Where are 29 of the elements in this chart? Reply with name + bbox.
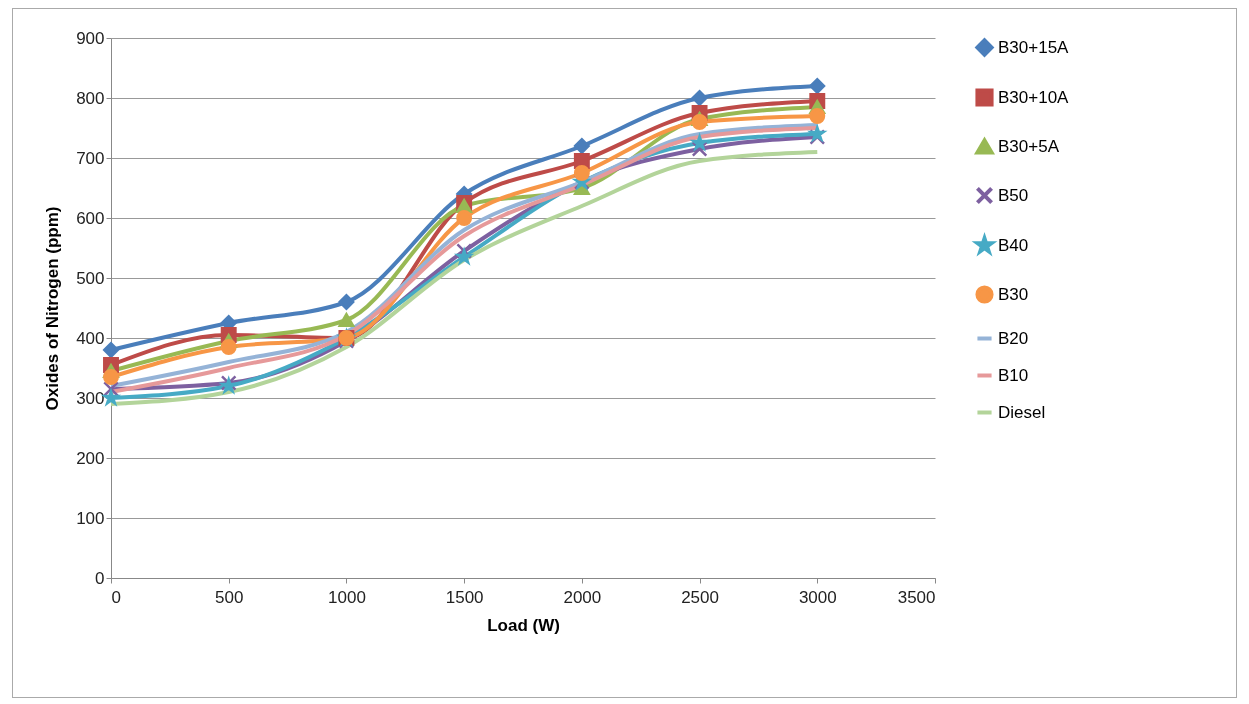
y-tick-label: 0 — [95, 568, 105, 588]
y-tick-label: 300 — [76, 388, 105, 408]
x-tick-label: 2500 — [681, 587, 719, 607]
legend-label: B30 — [998, 284, 1029, 304]
x-axis-title: Load (W) — [487, 615, 560, 635]
legend-label: B10 — [998, 365, 1029, 385]
x-tick-label: 3000 — [798, 587, 837, 607]
legend-label: B30+5A — [998, 136, 1060, 156]
x-tick-label: 3500 — [897, 587, 936, 607]
x-tick-label: 2000 — [563, 587, 602, 607]
legend-label: B30+15A — [998, 37, 1070, 57]
y-tick-label: 400 — [76, 328, 105, 348]
x-tick-label: 0 — [111, 587, 121, 607]
x-tick-label: 500 — [215, 587, 244, 607]
y-tick-label: 800 — [76, 88, 105, 108]
legend-label: B40 — [998, 235, 1029, 255]
y-tick-label: 100 — [76, 508, 105, 528]
x-tick-label: 1000 — [328, 587, 366, 607]
x-tick-label: 1500 — [445, 587, 484, 607]
legend-label: B20 — [998, 328, 1029, 348]
y-axis-title: Oxides of Nitrogen (ppm) — [43, 206, 63, 411]
legend-label: Diesel — [998, 402, 1046, 422]
y-tick-label: 600 — [76, 208, 105, 228]
y-tick-label: 900 — [76, 28, 105, 48]
y-tick-label: 500 — [76, 268, 105, 288]
y-tick-label: 200 — [76, 448, 105, 468]
legend-label: B50 — [998, 185, 1029, 205]
legend-label: B30+10A — [998, 87, 1070, 107]
y-tick-label: 700 — [76, 148, 105, 168]
